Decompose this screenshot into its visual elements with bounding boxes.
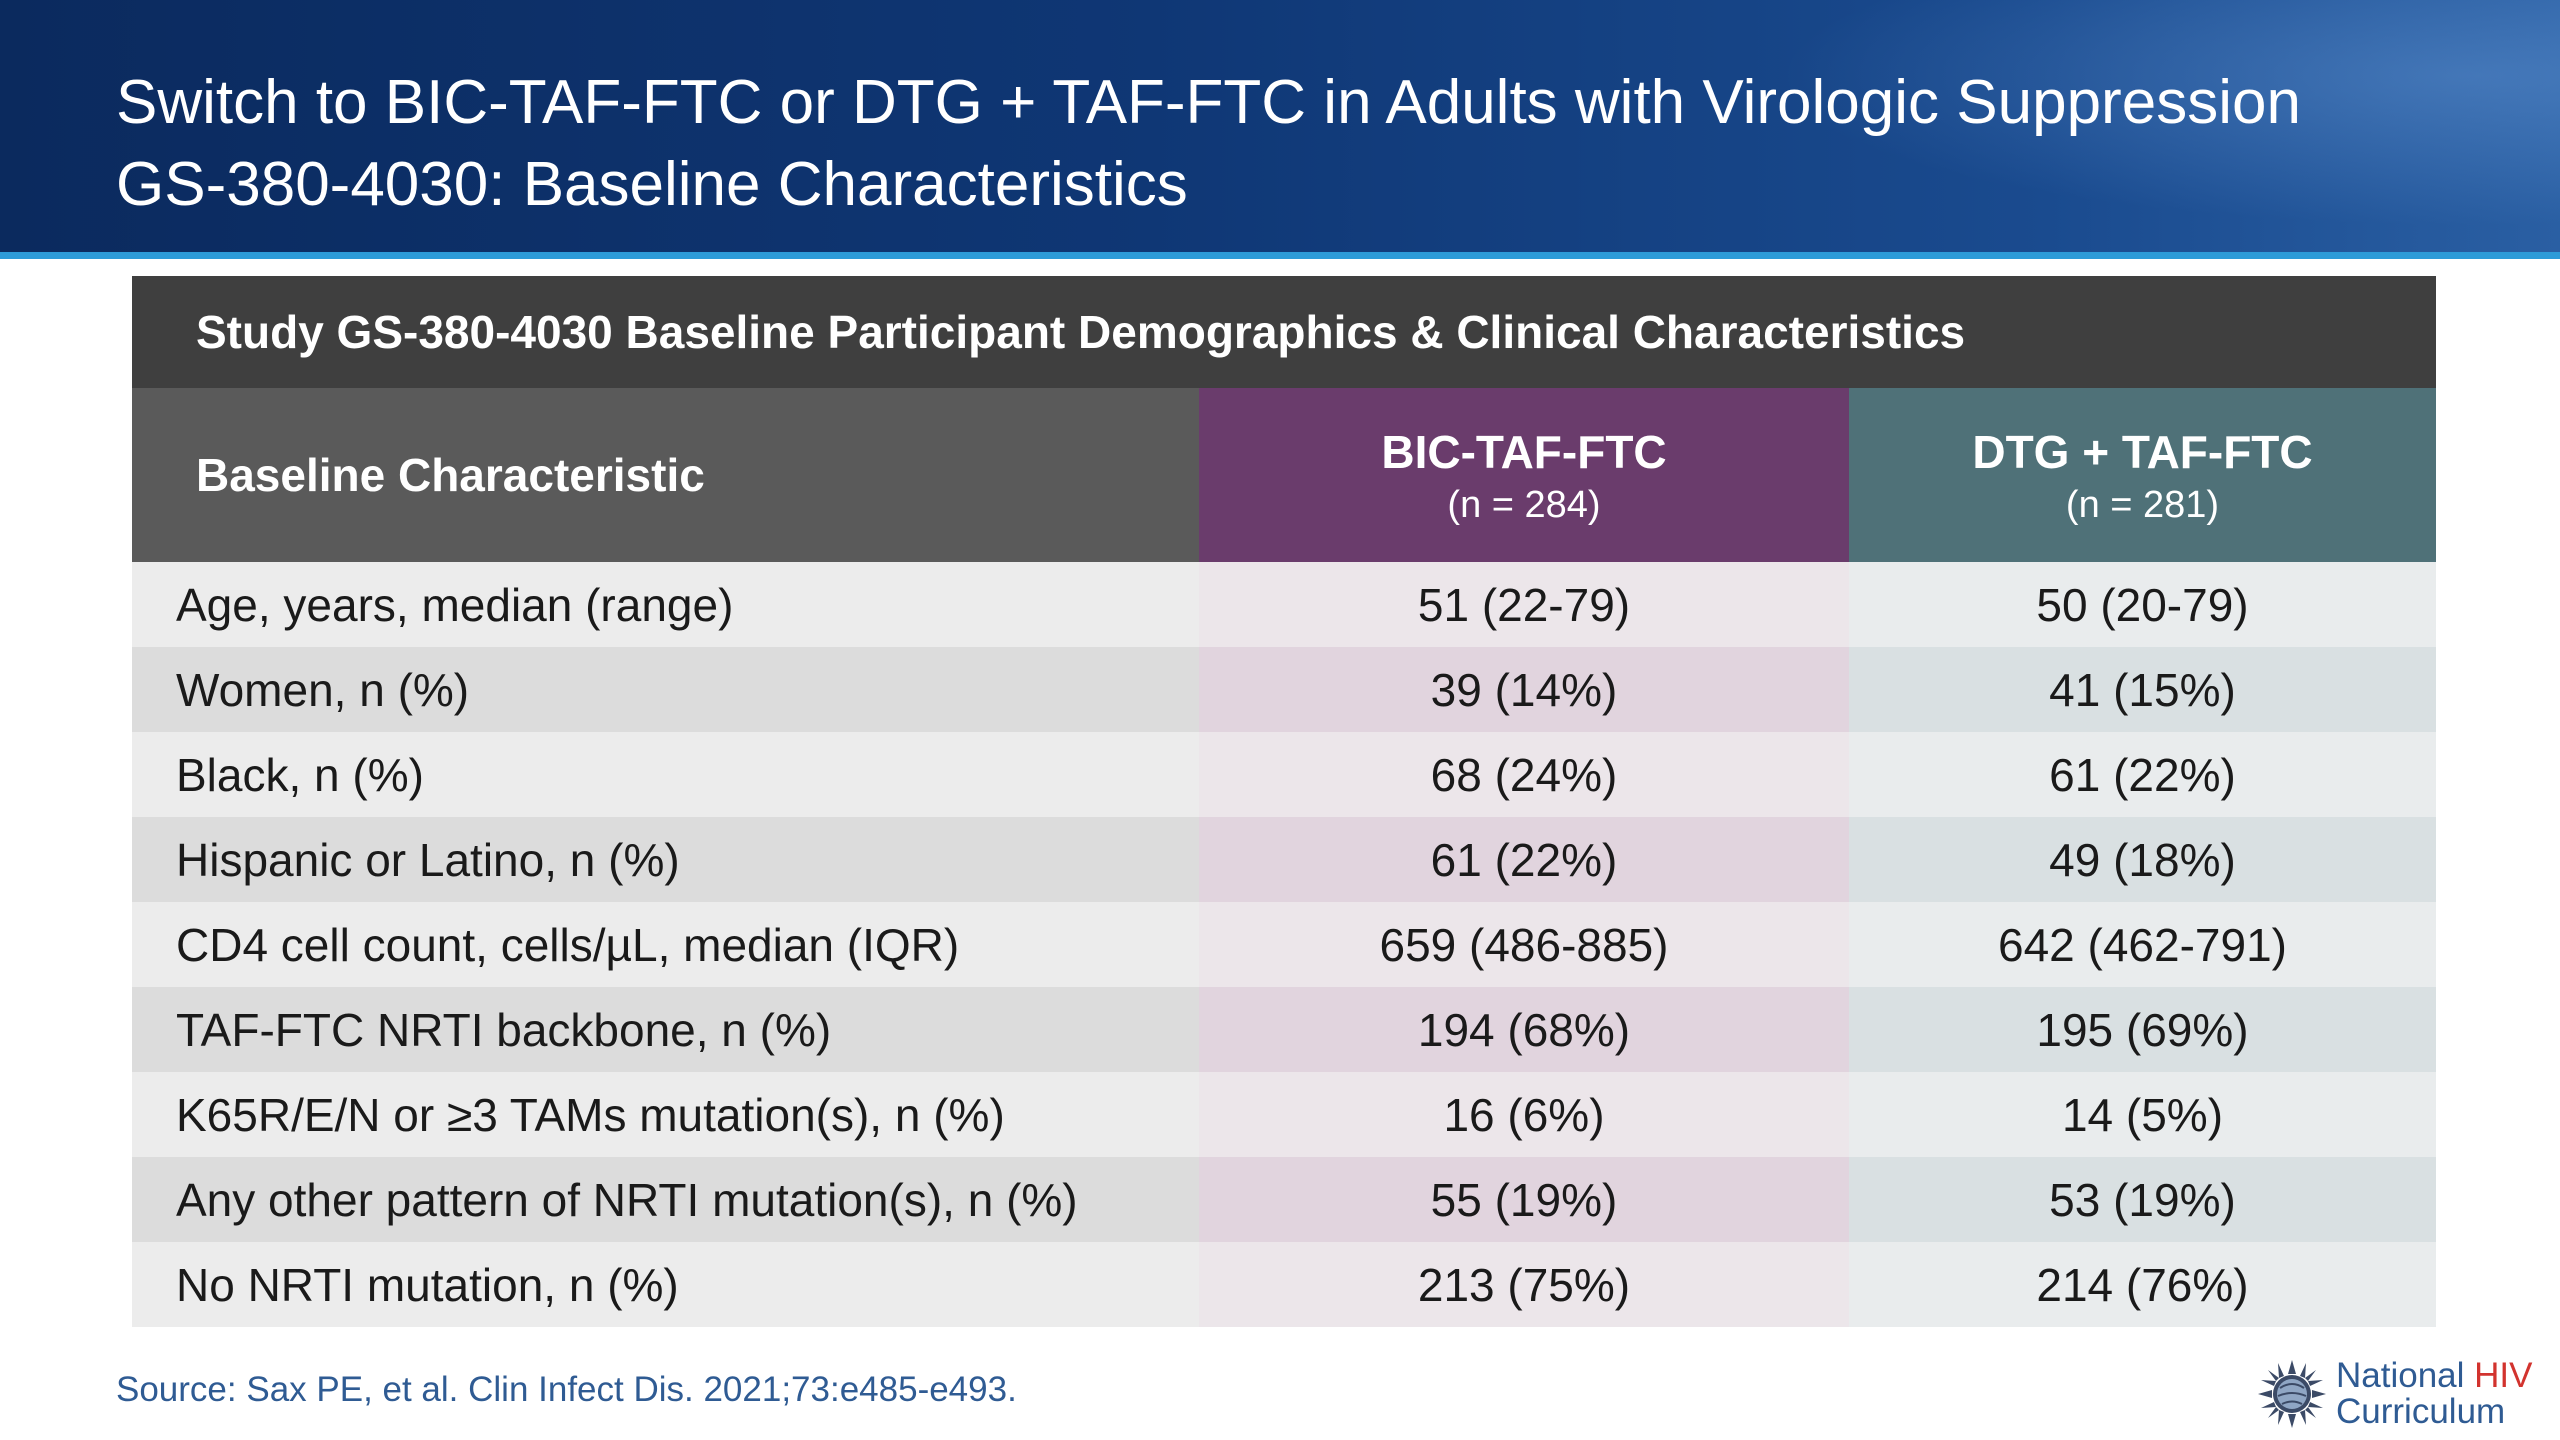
- logo-text-national: National: [2336, 1356, 2475, 1395]
- table-caption: Study GS-380-4030 Baseline Participant D…: [132, 276, 2436, 388]
- row-value-bic: 39 (14%): [1199, 647, 1849, 732]
- row-value-dtg: 195 (69%): [1849, 987, 2436, 1072]
- row-value-bic: 61 (22%): [1199, 817, 1849, 902]
- source-citation: Source: Sax PE, et al. Clin Infect Dis. …: [116, 1370, 1017, 1409]
- row-label: TAF-FTC NRTI backbone, n (%): [132, 987, 1199, 1072]
- table-row: TAF-FTC NRTI backbone, n (%) 194 (68%) 1…: [132, 987, 2436, 1072]
- row-label: Black, n (%): [132, 732, 1199, 817]
- table-header-row: Baseline Characteristic BIC-TAF-FTC (n =…: [132, 388, 2436, 562]
- row-value-dtg: 50 (20-79): [1849, 562, 2436, 647]
- arm-bic-n: (n = 284): [1447, 484, 1601, 526]
- header-arm-bic: BIC-TAF-FTC (n = 284): [1199, 388, 1849, 562]
- row-value-dtg: 642 (462-791): [1849, 902, 2436, 987]
- table-row: No NRTI mutation, n (%) 213 (75%) 214 (7…: [132, 1242, 2436, 1327]
- table-row: Age, years, median (range) 51 (22-79) 50…: [132, 562, 2436, 647]
- slide-title: Switch to BIC-TAF-FTC or DTG + TAF-FTC i…: [116, 62, 2301, 226]
- national-hiv-curriculum-logo: National HIV Curriculum: [2256, 1354, 2546, 1434]
- header-arm-dtg: DTG + TAF-FTC (n = 281): [1849, 388, 2436, 562]
- baseline-table: Study GS-380-4030 Baseline Participant D…: [132, 276, 2436, 1327]
- sun-globe-icon: [2258, 1360, 2326, 1428]
- row-value-dtg: 49 (18%): [1849, 817, 2436, 902]
- slide-title-line2: GS-380-4030: Baseline Characteristics: [116, 150, 1188, 219]
- table-row: Women, n (%) 39 (14%) 41 (15%): [132, 647, 2436, 732]
- row-label: Women, n (%): [132, 647, 1199, 732]
- header-characteristic: Baseline Characteristic: [132, 388, 1199, 562]
- row-value-bic: 194 (68%): [1199, 987, 1849, 1072]
- arm-dtg-n: (n = 281): [2065, 484, 2220, 526]
- table-row: Black, n (%) 68 (24%) 61 (22%): [132, 732, 2436, 817]
- arm-bic-name: BIC-TAF-FTC: [1381, 426, 1667, 478]
- row-value-dtg: 41 (15%): [1849, 647, 2436, 732]
- row-value-bic: 659 (486-885): [1199, 902, 1849, 987]
- row-value-dtg: 214 (76%): [1849, 1242, 2436, 1327]
- row-label: Hispanic or Latino, n (%): [132, 817, 1199, 902]
- slide-header: [0, 0, 2560, 252]
- row-value-bic: 68 (24%): [1199, 732, 1849, 817]
- row-value-dtg: 61 (22%): [1849, 732, 2436, 817]
- row-value-bic: 55 (19%): [1199, 1157, 1849, 1242]
- row-label: K65R/E/N or ≥3 TAMs mutation(s), n (%): [132, 1072, 1199, 1157]
- logo-text-hiv: HIV: [2474, 1356, 2533, 1395]
- row-value-bic: 213 (75%): [1199, 1242, 1849, 1327]
- row-label: No NRTI mutation, n (%): [132, 1242, 1199, 1327]
- table-row: K65R/E/N or ≥3 TAMs mutation(s), n (%) 1…: [132, 1072, 2436, 1157]
- header-divider: [0, 252, 2560, 259]
- row-value-bic: 16 (6%): [1199, 1072, 1849, 1157]
- slide-title-line1: Switch to BIC-TAF-FTC or DTG + TAF-FTC i…: [116, 68, 2301, 137]
- row-value-bic: 51 (22-79): [1199, 562, 1849, 647]
- row-value-dtg: 14 (5%): [1849, 1072, 2436, 1157]
- table-row: Any other pattern of NRTI mutation(s), n…: [132, 1157, 2436, 1242]
- logo-text-curriculum: Curriculum: [2336, 1392, 2506, 1431]
- table-row: CD4 cell count, cells/µL, median (IQR) 6…: [132, 902, 2436, 987]
- row-value-dtg: 53 (19%): [1849, 1157, 2436, 1242]
- row-label: CD4 cell count, cells/µL, median (IQR): [132, 902, 1199, 987]
- table-row: Hispanic or Latino, n (%) 61 (22%) 49 (1…: [132, 817, 2436, 902]
- arm-dtg-name: DTG + TAF-FTC: [1972, 426, 2313, 478]
- row-label: Age, years, median (range): [132, 562, 1199, 647]
- row-label: Any other pattern of NRTI mutation(s), n…: [132, 1157, 1199, 1242]
- logo-wordmark: National HIV Curriculum: [2336, 1358, 2533, 1430]
